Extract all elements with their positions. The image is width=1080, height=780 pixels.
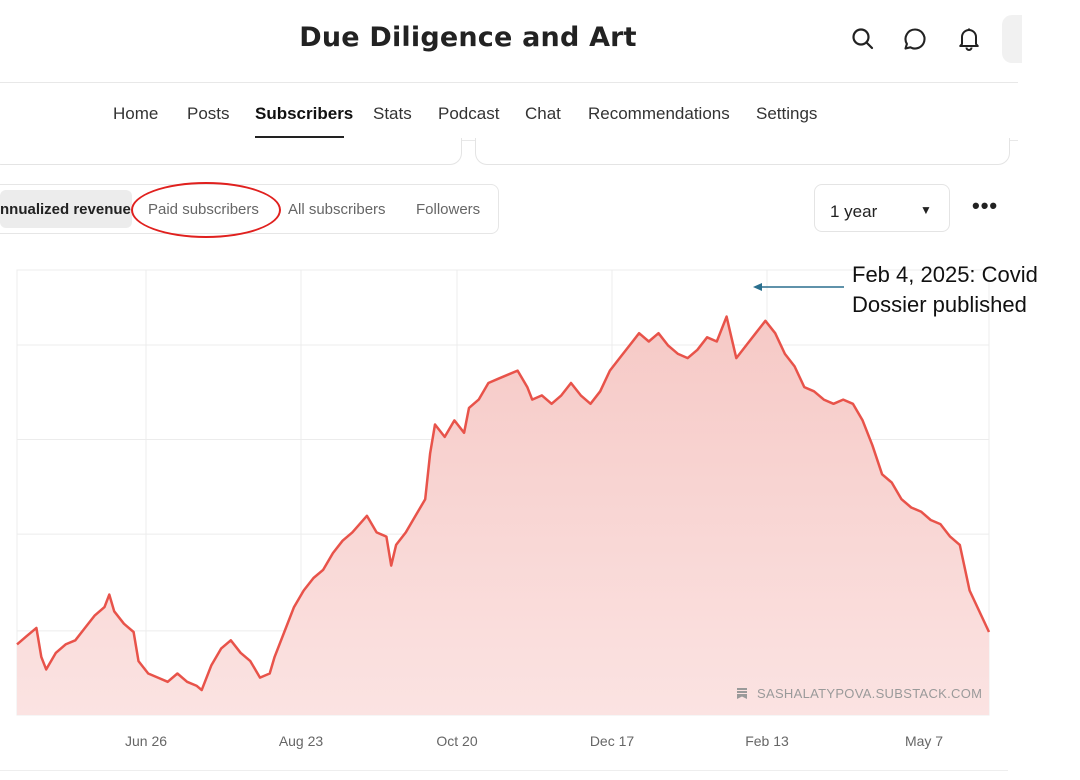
x-tick-label: Dec 17: [589, 733, 635, 749]
chart-annotation: Feb 4, 2025: Covid Dossier published: [852, 260, 1038, 320]
watermark: SASHALATYPOVA.SUBSTACK.COM: [737, 686, 982, 701]
annotation-line-2: Dossier published: [852, 292, 1027, 317]
tab-chat[interactable]: Chat: [525, 104, 561, 123]
annotation-arrow: [753, 283, 844, 291]
x-tick-label: Feb 13: [745, 733, 789, 749]
watermark-text: SASHALATYPOVA.SUBSTACK.COM: [757, 686, 983, 701]
more-options-button[interactable]: •••: [972, 193, 999, 218]
tab-subscribers[interactable]: Subscribers: [255, 104, 354, 123]
x-tick-label: May 7: [904, 733, 944, 749]
tab-settings[interactable]: Settings: [756, 104, 818, 123]
time-range-select[interactable]: 1 year ▼: [814, 184, 950, 232]
active-tab-indicator: [255, 136, 344, 139]
divider: [0, 770, 1008, 771]
summary-card-left: [0, 138, 462, 165]
tab-podcast[interactable]: Podcast: [438, 104, 500, 123]
x-tick-label: Oct 20: [436, 733, 478, 749]
x-tick-label: Aug 23: [278, 733, 324, 749]
x-tick-label: Jun 26: [124, 733, 168, 749]
segment-followers[interactable]: Followers: [416, 201, 481, 218]
summary-card-right: [475, 138, 1010, 165]
tab-stats[interactable]: Stats: [373, 104, 412, 123]
chart-series-line: [16, 315, 991, 692]
segment-annualized-revenue[interactable]: nnualized revenue: [0, 201, 131, 218]
caret-down-icon: ▼: [920, 203, 932, 217]
paid-subscribers-chart: [16, 269, 991, 716]
top-bar: Due Diligence and Art: [0, 0, 1022, 83]
bell-icon[interactable]: [956, 26, 982, 52]
dashboard-nav: Home Posts Subscribers Stats Podcast Cha…: [0, 84, 1018, 141]
tab-home[interactable]: Home: [113, 104, 159, 123]
chat-icon[interactable]: [902, 26, 928, 52]
time-range-value: 1 year: [830, 202, 878, 221]
tab-posts[interactable]: Posts: [187, 104, 230, 123]
segment-all-subscribers[interactable]: All subscribers: [288, 201, 386, 218]
annotation-line-1: Feb 4, 2025: Covid: [852, 262, 1038, 287]
tab-recommendations[interactable]: Recommendations: [588, 104, 730, 123]
publication-title: Due Diligence and Art: [299, 22, 637, 53]
metric-segmented-control: [0, 184, 499, 234]
chart-area-fill: [17, 316, 989, 715]
highlight-circle: [131, 182, 281, 238]
avatar[interactable]: [1002, 15, 1022, 63]
bookmark-icon: [737, 688, 747, 699]
search-icon[interactable]: [850, 26, 876, 52]
segment-active-background: [0, 190, 132, 228]
